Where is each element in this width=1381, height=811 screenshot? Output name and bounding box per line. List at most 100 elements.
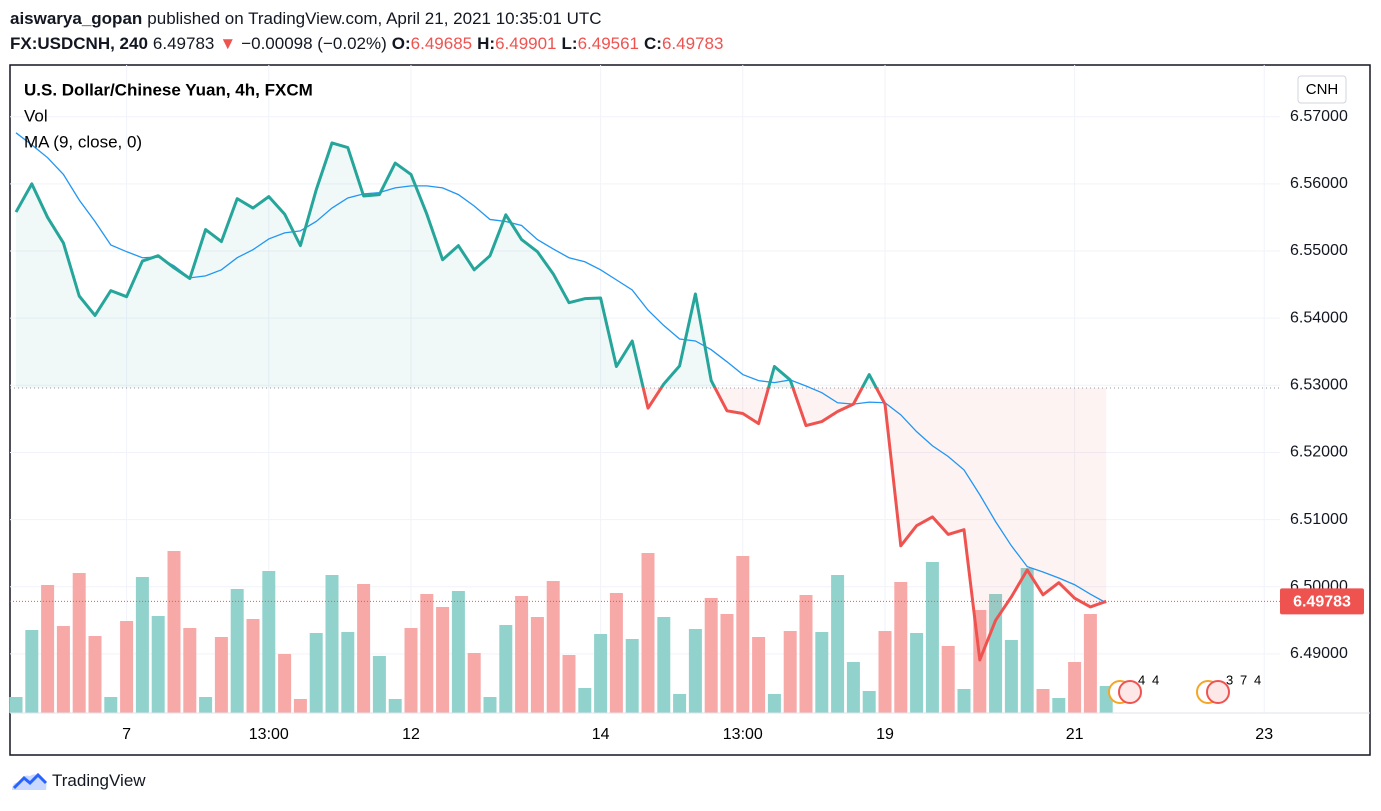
volume-bar bbox=[372, 656, 386, 713]
published: published on TradingView.com, April 21, … bbox=[147, 9, 602, 28]
price-line-down bbox=[641, 387, 1107, 662]
legend-ma: MA (9, close, 0) bbox=[24, 132, 142, 151]
volume-bar bbox=[736, 556, 750, 713]
volume-bar bbox=[341, 632, 355, 713]
volume-bar bbox=[151, 616, 165, 713]
y-tick-label: 6.49000 bbox=[1290, 645, 1348, 662]
x-tick-label: 14 bbox=[592, 726, 610, 743]
y-tick-label: 6.51000 bbox=[1290, 511, 1348, 528]
logo bbox=[12, 772, 48, 790]
volume-bar bbox=[436, 607, 450, 713]
volume-bar bbox=[230, 589, 244, 713]
volume-bar bbox=[641, 553, 655, 713]
area-up bbox=[16, 142, 877, 388]
currency: CNH bbox=[1306, 81, 1339, 98]
volume-bar bbox=[199, 697, 213, 713]
volume-bar bbox=[688, 629, 702, 713]
volume-bar bbox=[56, 626, 70, 713]
volume-bar bbox=[1020, 568, 1034, 713]
volume-bar bbox=[989, 594, 1003, 713]
volume-bar bbox=[831, 575, 845, 713]
low-label: L: bbox=[561, 34, 578, 53]
volume-bar bbox=[1036, 689, 1050, 713]
volume-bar bbox=[783, 631, 797, 713]
ma-line bbox=[15, 132, 1107, 604]
x-tick-label: 7 bbox=[122, 726, 131, 743]
x-tick-label: 19 bbox=[876, 726, 894, 743]
volume-bar bbox=[1083, 614, 1097, 713]
volume-bar bbox=[246, 619, 260, 713]
volume-bar bbox=[594, 634, 608, 713]
volume-bar bbox=[862, 691, 876, 713]
volume-bar bbox=[657, 617, 671, 713]
arrow: ▼ bbox=[219, 34, 237, 53]
volume-bar bbox=[262, 571, 276, 713]
x-tick-label: 13:00 bbox=[249, 726, 289, 743]
volume-bar bbox=[1004, 640, 1018, 713]
volume-bar bbox=[894, 582, 908, 713]
volume-bar bbox=[546, 581, 560, 713]
author: aiswarya_gopan bbox=[10, 9, 143, 28]
event-icon bbox=[1206, 680, 1230, 704]
volume-bar bbox=[325, 575, 339, 713]
close: 6.49783 bbox=[661, 34, 724, 53]
volume-bar bbox=[135, 577, 149, 713]
currency-button[interactable] bbox=[1297, 75, 1347, 104]
volume-bar bbox=[767, 694, 781, 713]
y-tick-label: 6.53000 bbox=[1290, 377, 1348, 394]
volume-bar bbox=[1068, 662, 1082, 713]
volume-bar bbox=[704, 598, 718, 713]
volume-bar bbox=[530, 617, 544, 713]
volume-bar bbox=[41, 585, 55, 713]
volume-bar bbox=[673, 694, 687, 713]
y-tick-label: 6.55000 bbox=[1290, 242, 1348, 259]
volume-bar bbox=[309, 633, 323, 713]
volume-bar bbox=[752, 637, 766, 713]
quote-line: FX:USDCNH, 240 6.49783 ▼ −0.00098 (−0.02%) O… bbox=[10, 31, 723, 56]
volume-bar bbox=[72, 573, 86, 713]
event-label: 4 bbox=[1138, 672, 1145, 687]
publish-line: aiswarya_gopan published on TradingView.c… bbox=[10, 6, 723, 31]
volume-bar bbox=[925, 562, 939, 713]
area-down bbox=[16, 387, 1107, 660]
x-tick-label: 13:00 bbox=[723, 726, 763, 743]
last-price-box bbox=[1280, 588, 1364, 615]
volume-bar bbox=[720, 614, 734, 713]
volume-bar bbox=[910, 633, 924, 713]
y-tick-label: 6.56000 bbox=[1290, 175, 1348, 192]
volume-bar bbox=[183, 628, 197, 713]
x-tick-label: 21 bbox=[1066, 726, 1084, 743]
volume-bar bbox=[104, 697, 118, 713]
x-tick-label: 23 bbox=[1255, 726, 1273, 743]
header: aiswarya_gopan published on TradingView.c… bbox=[10, 6, 723, 56]
change: −0.00098 (−0.02%) bbox=[241, 34, 387, 53]
volume-bar bbox=[815, 632, 829, 713]
volume-bar bbox=[957, 689, 971, 713]
volume-bar bbox=[214, 637, 228, 713]
y-tick-label: 6.52000 bbox=[1290, 444, 1348, 461]
volume-bar bbox=[278, 654, 292, 713]
high: 6.49901 bbox=[495, 34, 557, 53]
volume-bar bbox=[483, 697, 497, 713]
close-label: C: bbox=[644, 34, 662, 53]
price-line-up bbox=[14, 141, 879, 388]
volume-bar bbox=[451, 591, 465, 713]
volume-bar bbox=[799, 595, 813, 713]
volume-bar bbox=[578, 688, 592, 713]
event-icon bbox=[1118, 680, 1142, 704]
volume-bar bbox=[357, 584, 371, 713]
low: 6.49561 bbox=[577, 34, 640, 53]
volume-bar bbox=[562, 655, 576, 713]
volume-bar bbox=[88, 636, 102, 713]
event-label: 4 bbox=[1152, 672, 1159, 687]
volume-bar bbox=[625, 639, 639, 713]
legend-vol: Vol bbox=[24, 106, 48, 125]
event-label: 4 bbox=[1254, 672, 1261, 687]
event-label: 7 bbox=[1240, 672, 1247, 687]
volume-bar bbox=[9, 697, 23, 713]
volume-bar bbox=[293, 699, 307, 713]
volume-bar bbox=[388, 699, 402, 713]
open: 6.49685 bbox=[410, 34, 473, 53]
volume-bar bbox=[609, 593, 623, 713]
